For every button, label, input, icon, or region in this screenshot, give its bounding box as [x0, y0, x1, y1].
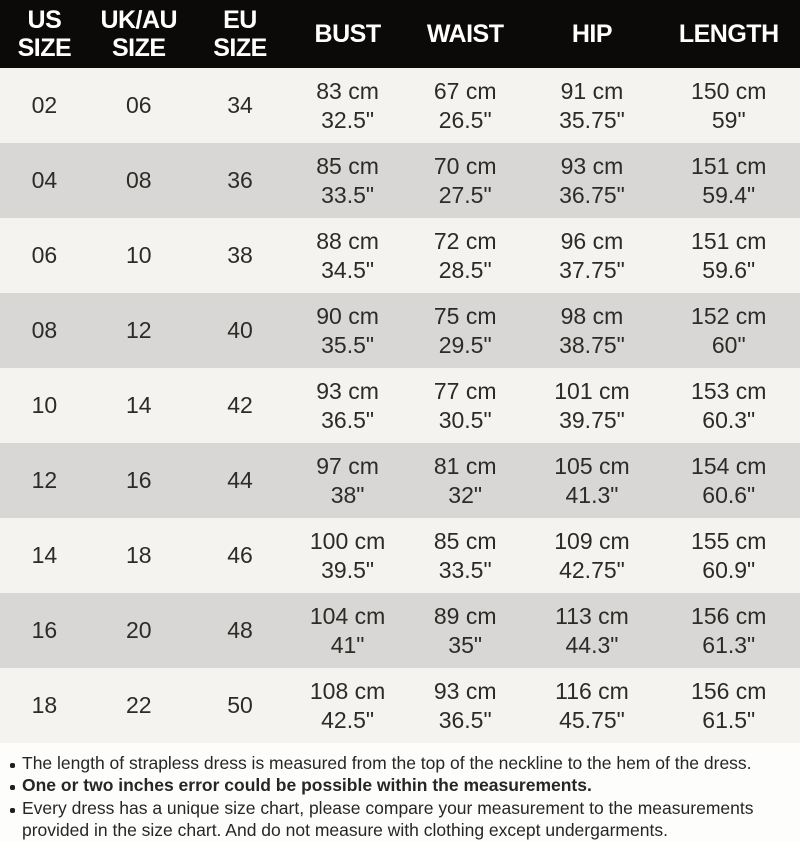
cell-us-size: 12: [31, 467, 58, 493]
cell-hip: 91 cm 35.75": [559, 77, 625, 133]
cell-waist: 85 cm 33.5": [433, 527, 497, 583]
cell-bust: 97 cm 38": [316, 452, 379, 508]
cell-hip: 93 cm 36.75": [559, 152, 625, 208]
column-header-bust: BUST: [314, 19, 382, 48]
table-row-us-12: 12 16 44 97 cm 38" 81 cm 32" 105 cm 41.3" 154 cm 6…: [0, 443, 800, 518]
table-row-us-16: 16 20 48 104 cm 41" 89 cm 35" 113 cm 44.3" 156 cm…: [0, 593, 800, 668]
column-header-length: LENGTH: [678, 19, 779, 48]
column-header-eu-size: EU SIZE: [213, 5, 267, 63]
cell-uk-au-size: 14: [126, 392, 152, 418]
cell-hip: 113 cm 44.3": [555, 602, 629, 658]
cell-bust: 104 cm 41": [309, 602, 386, 658]
cell-us-size: 16: [31, 617, 58, 643]
cell-us-size: 18: [31, 692, 58, 718]
cell-eu-size: 44: [227, 467, 253, 493]
column-header-waist: WAIST: [426, 19, 504, 48]
cell-eu-size: 40: [227, 317, 253, 343]
cell-bust: 88 cm 34.5": [316, 227, 379, 283]
table-row-us-06: 06 10 38 88 cm 34.5" 72 cm 28.5" 96 cm 37.75" 151…: [0, 218, 800, 293]
cell-uk-au-size: 20: [126, 617, 152, 643]
cell-length: 151 cm 59.4": [691, 152, 767, 208]
note-item: One or two inches error could be possibl…: [6, 774, 790, 796]
cell-hip: 96 cm 37.75": [559, 227, 625, 283]
cell-bust: 83 cm 32.5": [316, 77, 379, 133]
cell-uk-au-size: 22: [126, 692, 152, 718]
table-row-us-02: 02 06 34 83 cm 32.5" 67 cm 26.5" 91 cm 35.75" 150…: [0, 68, 800, 143]
column-header-hip: HIP: [571, 19, 613, 48]
cell-waist: 67 cm 26.5": [433, 77, 497, 133]
cell-eu-size: 46: [227, 542, 253, 568]
cell-uk-au-size: 18: [126, 542, 152, 568]
note-text: The length of strapless dress is measure…: [22, 753, 752, 773]
cell-us-size: 02: [31, 92, 58, 118]
cell-bust: 100 cm 39.5": [309, 527, 386, 583]
cell-eu-size: 50: [227, 692, 253, 718]
cell-hip: 98 cm 38.75": [559, 302, 625, 358]
cell-us-size: 14: [31, 542, 58, 568]
cell-eu-size: 42: [227, 392, 253, 418]
bullet-icon: [6, 797, 22, 842]
cell-waist: 77 cm 30.5": [433, 377, 497, 433]
bullet-icon: [6, 774, 22, 796]
table-row-us-08: 08 12 40 90 cm 35.5" 75 cm 29.5" 98 cm 38.75" 152…: [0, 293, 800, 368]
note-item: Every dress has a unique size chart, ple…: [6, 797, 790, 842]
note-item: The length of strapless dress is measure…: [6, 752, 790, 774]
cell-eu-size: 34: [227, 92, 253, 118]
header-row: US SIZE UK/AU SIZE EU SIZE BUST WAIST HIP LENGTH: [0, 0, 800, 68]
cell-length: 150 cm 59": [691, 77, 767, 133]
table-row-us-10: 10 14 42 93 cm 36.5" 77 cm 30.5" 101 cm 39.75" 15…: [0, 368, 800, 443]
cell-waist: 72 cm 28.5": [433, 227, 497, 283]
cell-length: 152 cm 60": [691, 302, 767, 358]
cell-us-size: 10: [31, 392, 58, 418]
table-row-us-14: 14 18 46 100 cm 39.5" 85 cm 33.5" 109 cm 42.75" 1…: [0, 518, 800, 593]
cell-length: 154 cm 60.6": [691, 452, 767, 508]
cell-hip: 105 cm 41.3": [554, 452, 630, 508]
cell-length: 156 cm 61.3": [691, 602, 767, 658]
cell-bust: 108 cm 42.5": [309, 677, 386, 733]
note-text: Every dress has a unique size chart, ple…: [22, 797, 754, 841]
cell-length: 151 cm 59.6": [691, 227, 767, 283]
cell-waist: 93 cm 36.5": [433, 677, 497, 733]
cell-waist: 89 cm 35": [433, 602, 497, 658]
table-row-us-18: 18 22 50 108 cm 42.5" 93 cm 36.5" 116 cm 45.75" 1…: [0, 668, 800, 743]
cell-bust: 93 cm 36.5": [316, 377, 379, 433]
size-chart: US SIZE UK/AU SIZE EU SIZE BUST WAIST HIP LENGTH …: [0, 0, 800, 743]
cell-waist: 70 cm 27.5": [433, 152, 497, 208]
cell-us-size: 06: [31, 242, 58, 268]
cell-uk-au-size: 06: [126, 92, 152, 118]
note-text: One or two inches error could be possibl…: [22, 775, 592, 796]
notes-section: The length of strapless dress is measure…: [0, 743, 800, 842]
cell-hip: 116 cm 45.75": [555, 677, 629, 733]
cell-uk-au-size: 08: [126, 167, 152, 193]
cell-eu-size: 48: [227, 617, 253, 643]
column-header-us-size: US SIZE: [17, 5, 72, 63]
cell-eu-size: 36: [227, 167, 253, 193]
cell-eu-size: 38: [227, 242, 253, 268]
cell-us-size: 08: [31, 317, 58, 343]
cell-uk-au-size: 12: [126, 317, 152, 343]
column-header-uk-au-size: UK/AU SIZE: [100, 5, 178, 63]
cell-length: 153 cm 60.3": [691, 377, 767, 433]
cell-waist: 81 cm 32": [433, 452, 497, 508]
cell-length: 156 cm 61.5": [691, 677, 767, 733]
bullet-icon: [6, 752, 22, 774]
cell-uk-au-size: 16: [126, 467, 152, 493]
table-row-us-04: 04 08 36 85 cm 33.5" 70 cm 27.5" 93 cm 36.75" 151…: [0, 143, 800, 218]
cell-uk-au-size: 10: [126, 242, 152, 268]
cell-hip: 109 cm 42.75": [554, 527, 630, 583]
cell-bust: 85 cm 33.5": [316, 152, 379, 208]
cell-hip: 101 cm 39.75": [554, 377, 630, 433]
cell-length: 155 cm 60.9": [691, 527, 767, 583]
cell-us-size: 04: [31, 167, 58, 193]
cell-bust: 90 cm 35.5": [316, 302, 379, 358]
table-body: 02 06 34 83 cm 32.5" 67 cm 26.5" 91 cm 35.75" 150…: [0, 68, 800, 743]
cell-waist: 75 cm 29.5": [433, 302, 497, 358]
